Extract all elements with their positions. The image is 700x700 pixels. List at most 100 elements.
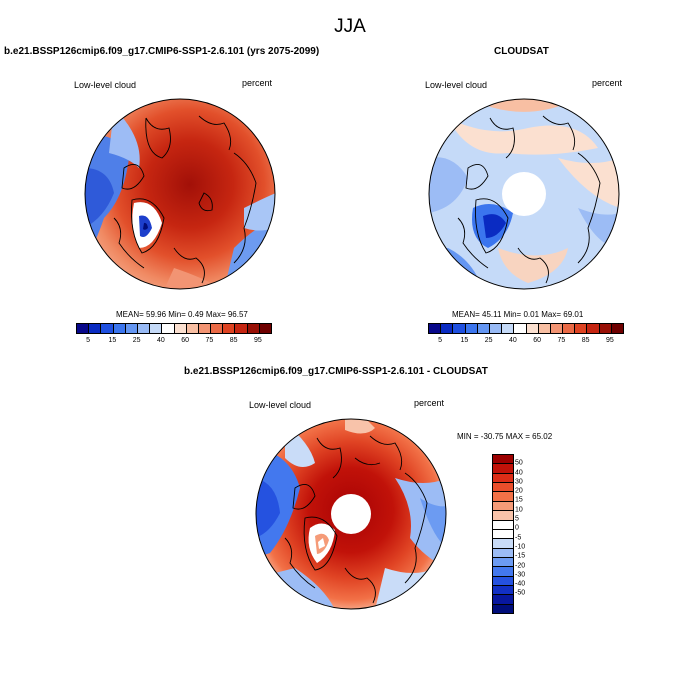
colorbar-tick-label: 15 — [515, 496, 523, 504]
colorbar-tick-label: 0 — [515, 524, 519, 532]
panel-1-units-label: percent — [242, 78, 273, 88]
colorbar-swatch — [493, 567, 513, 577]
panel-1-colorbar — [76, 323, 272, 334]
colorbar-tick-label: -10 — [515, 543, 526, 551]
colorbar-tick-label: 95 — [253, 337, 262, 344]
panel-1-colorbar-ticks: 5 15 25 40 60 75 85 95 — [76, 337, 270, 347]
colorbar-swatch — [101, 324, 114, 333]
colorbar-swatch — [599, 324, 612, 333]
colorbar-swatch — [514, 324, 527, 333]
colorbar-swatch — [477, 324, 490, 333]
colorbar-swatch — [493, 586, 513, 596]
colorbar-swatch — [429, 324, 442, 333]
colorbar-tick-label: 15 — [460, 337, 469, 344]
colorbar-swatch — [235, 324, 248, 333]
colorbar-tick-label: 50 — [515, 459, 523, 467]
colorbar-tick-label: 25 — [484, 337, 493, 344]
colorbar-tick-label: -40 — [515, 580, 526, 588]
colorbar-tick-label: -50 — [515, 589, 526, 597]
colorbar-tick-label: -20 — [515, 562, 526, 570]
colorbar-tick-label: 40 — [515, 469, 523, 477]
colorbar-tick-label: 5 — [438, 337, 443, 344]
colorbar-swatch — [493, 483, 513, 493]
colorbar-swatch — [493, 557, 513, 568]
colorbar-swatch — [198, 324, 212, 333]
colorbar-swatch — [493, 604, 513, 614]
panel-3-units-label: percent — [414, 398, 445, 408]
colorbar-swatch — [453, 324, 466, 333]
panel-2-variable-label: Low-level cloud — [425, 80, 488, 90]
colorbar-swatch — [150, 324, 163, 333]
figure-title: JJA — [334, 16, 366, 37]
panel-2-title: CLOUDSAT — [494, 46, 549, 57]
panel-3-polar-map — [255, 418, 447, 610]
colorbar-swatch — [113, 324, 126, 333]
colorbar-swatch — [493, 576, 513, 587]
colorbar-swatch — [493, 595, 513, 605]
colorbar-tick-label: 75 — [205, 337, 214, 344]
colorbar-tick-label: 60 — [181, 337, 190, 344]
panel-3-title: b.e21.BSSP126cmip6.f09_g17.CMIP6-SSP1-2.… — [184, 366, 488, 377]
colorbar-swatch — [493, 529, 513, 540]
colorbar-tick-label: -15 — [515, 552, 526, 560]
colorbar-tick-label: 85 — [229, 337, 238, 344]
colorbar-swatch — [162, 324, 175, 333]
colorbar-swatch — [493, 501, 513, 512]
colorbar-swatch — [493, 520, 513, 530]
panel-1-title: b.e21.BSSP126cmip6.f09_g17.CMIP6-SSP1-2.… — [4, 46, 320, 57]
colorbar-tick-label: 75 — [557, 337, 566, 344]
colorbar-swatch — [223, 324, 236, 333]
colorbar-swatch — [259, 324, 271, 333]
colorbar-swatch — [125, 324, 138, 333]
panel-1-variable-label: Low-level cloud — [74, 80, 137, 90]
colorbar-tick-label: 60 — [533, 337, 542, 344]
colorbar-tick-label: 5 — [86, 337, 91, 344]
colorbar-swatch — [441, 324, 454, 333]
colorbar-swatch — [493, 492, 513, 502]
colorbar-tick-label: 30 — [515, 478, 523, 486]
colorbar-tick-label: 25 — [132, 337, 141, 344]
colorbar-swatch — [77, 324, 90, 333]
panel-3-stats: MIN = -30.75 MAX = 65.02 — [457, 432, 553, 441]
colorbar-swatch — [502, 324, 515, 333]
panel-1-polar-map — [84, 98, 276, 290]
colorbar-tick-label: 40 — [508, 337, 517, 344]
colorbar-swatch — [137, 324, 151, 333]
colorbar-swatch — [538, 324, 551, 333]
colorbar-swatch — [575, 324, 588, 333]
colorbar-swatch — [493, 455, 513, 465]
colorbar-swatch — [493, 473, 513, 484]
panel-2-colorbar-ticks: 5 15 25 40 60 75 85 95 — [428, 337, 622, 347]
panel-2-colorbar — [428, 323, 624, 334]
colorbar-swatch — [526, 324, 539, 333]
colorbar-swatch — [563, 324, 576, 333]
colorbar-tick-label: 95 — [605, 337, 614, 344]
colorbar-swatch — [489, 324, 503, 333]
colorbar-swatch — [174, 324, 187, 333]
colorbar-tick-label: 40 — [156, 337, 165, 344]
colorbar-swatch — [186, 324, 199, 333]
colorbar-swatch — [89, 324, 102, 333]
colorbar-swatch — [550, 324, 564, 333]
colorbar-swatch — [587, 324, 600, 333]
colorbar-swatch — [493, 464, 513, 474]
colorbar-tick-label: 85 — [581, 337, 590, 344]
colorbar-swatch — [247, 324, 260, 333]
panel-1-stats: MEAN= 59.96 Min= 0.49 Max= 96.57 — [116, 310, 248, 319]
colorbar-swatch — [611, 324, 623, 333]
colorbar-tick-label: 15 — [108, 337, 117, 344]
colorbar-swatch — [493, 539, 513, 549]
colorbar-tick-label: -5 — [515, 534, 522, 542]
colorbar-tick-label: 5 — [515, 515, 519, 523]
panel-3-colorbar-ticks: 50 40 30 20 15 10 5 0 -5 -10 -15 -20 -30 -40 -50 — [515, 454, 545, 612]
panel-2-stats: MEAN= 45.11 Min= 0.01 Max= 69.01 — [452, 310, 584, 319]
colorbar-swatch — [493, 511, 513, 521]
panel-3-variable-label: Low-level cloud — [249, 400, 312, 410]
colorbar-swatch — [465, 324, 478, 333]
colorbar-tick-label: 10 — [515, 506, 523, 514]
colorbar-swatch — [493, 548, 513, 558]
colorbar-tick-label: 20 — [515, 487, 523, 495]
panel-2-polar-map — [428, 98, 620, 290]
panel-2-units-label: percent — [592, 78, 623, 88]
panel-3-colorbar — [492, 454, 514, 614]
